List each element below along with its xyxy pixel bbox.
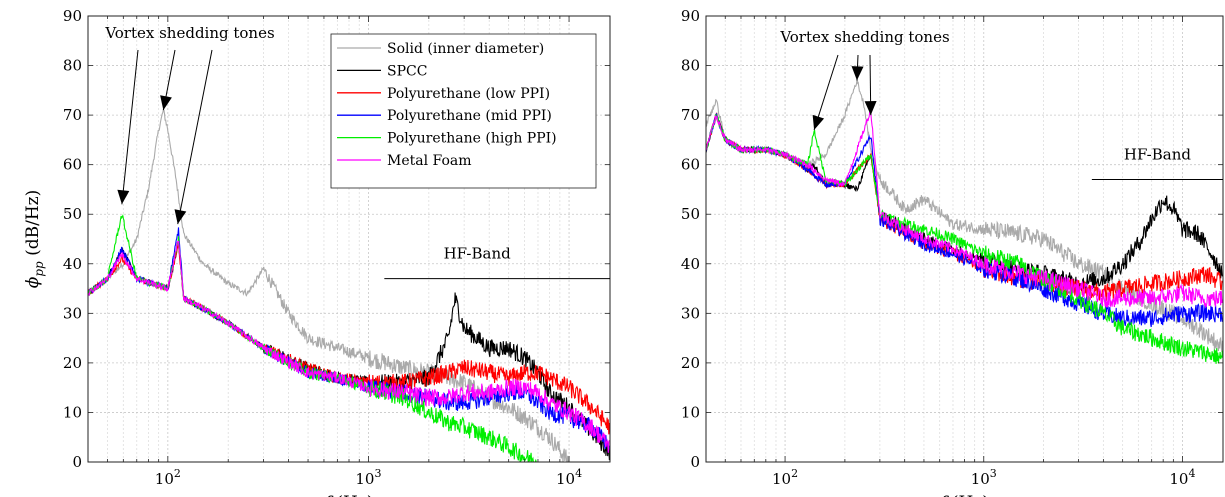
legend: Solid (inner diameter) SPCC Polyurethane (… bbox=[330, 33, 597, 189]
legend-entry: Polyurethane (high PPI) bbox=[387, 131, 557, 147]
y-tick-label: 90 bbox=[63, 7, 82, 25]
left-chart-panel: 102 103 104 0 10 20 30 40 50 60 70 80 90 f (Hz) ϕpp (d… bbox=[23, 7, 611, 497]
hf-band-label: HF-Band bbox=[1124, 146, 1192, 164]
y-tick-label: 70 bbox=[63, 106, 82, 124]
legend-entry: Polyurethane (low PPI) bbox=[387, 86, 550, 102]
y-axis-label: ϕpp (dB/Hz) bbox=[23, 190, 46, 289]
annotation-text: Vortex shedding tones bbox=[104, 24, 274, 42]
legend-entry: SPCC bbox=[387, 63, 427, 79]
y-tick-label: 20 bbox=[681, 354, 700, 372]
x-axis-label: f (Hz) bbox=[938, 493, 989, 497]
x-tick-label: 104 bbox=[556, 467, 582, 488]
annotation-text: Vortex shedding tones bbox=[779, 28, 949, 46]
legend-entry: Solid (inner diameter) bbox=[387, 41, 544, 57]
series-group bbox=[88, 107, 610, 462]
y-tick-label: 0 bbox=[690, 453, 700, 471]
plot-area bbox=[706, 16, 1223, 462]
x-tick-label: 104 bbox=[1169, 467, 1195, 488]
y-tick-label: 70 bbox=[681, 106, 700, 124]
arrow-head bbox=[812, 114, 825, 130]
arrow-head bbox=[160, 95, 172, 111]
series-line bbox=[88, 240, 610, 453]
arrow-head bbox=[117, 189, 130, 205]
y-tick-label: 0 bbox=[72, 453, 82, 471]
y-tick-label: 60 bbox=[63, 156, 82, 174]
y-tick-label: 30 bbox=[63, 304, 82, 322]
y-tick-label: 50 bbox=[63, 205, 82, 223]
y-tick-label: 80 bbox=[63, 57, 82, 75]
arrow-head bbox=[864, 101, 877, 116]
y-tick-label: 30 bbox=[681, 304, 700, 322]
series-group bbox=[706, 78, 1223, 364]
y-tick-label: 20 bbox=[63, 354, 82, 372]
legend-box bbox=[330, 33, 597, 189]
x-tick-label: 103 bbox=[355, 467, 381, 488]
y-tick-label: 40 bbox=[63, 255, 82, 273]
arrow-head bbox=[174, 209, 187, 225]
x-tick-label: 103 bbox=[971, 467, 997, 488]
right-chart-panel: 102 103 104 0 10 20 30 40 50 60 70 80 90 f (Hz) Vortex… bbox=[681, 7, 1224, 497]
legend-entry: Polyurethane (mid PPI) bbox=[387, 108, 552, 124]
x-tick-label: 102 bbox=[155, 467, 181, 488]
x-axis-label: f (Hz) bbox=[323, 493, 374, 497]
y-tick-label: 10 bbox=[63, 403, 82, 421]
y-tick-label: 50 bbox=[681, 205, 700, 223]
y-tick-label: 80 bbox=[681, 57, 700, 75]
series-line bbox=[706, 109, 1223, 309]
annotation-arrow bbox=[177, 49, 213, 225]
arrow-head bbox=[851, 66, 864, 81]
x-tick-label: 102 bbox=[772, 467, 798, 488]
legend-entry: Metal Foam bbox=[387, 153, 472, 169]
y-tick-label: 10 bbox=[681, 403, 700, 421]
annotation-arrow bbox=[121, 49, 139, 205]
hf-band-label: HF-Band bbox=[444, 245, 512, 263]
y-tick-label: 40 bbox=[681, 255, 700, 273]
series-line bbox=[706, 112, 1223, 328]
y-tick-label: 60 bbox=[681, 156, 700, 174]
y-tick-label: 90 bbox=[681, 7, 700, 25]
